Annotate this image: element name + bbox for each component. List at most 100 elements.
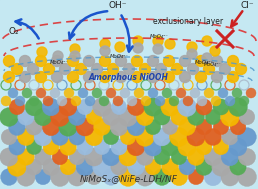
Circle shape xyxy=(26,119,42,135)
Circle shape xyxy=(211,96,221,106)
Circle shape xyxy=(85,96,95,106)
Circle shape xyxy=(221,108,239,126)
Circle shape xyxy=(212,56,222,67)
Circle shape xyxy=(52,149,68,165)
Circle shape xyxy=(111,139,127,155)
Circle shape xyxy=(111,99,127,115)
Circle shape xyxy=(238,148,256,166)
Circle shape xyxy=(145,119,161,135)
Circle shape xyxy=(26,139,42,155)
Circle shape xyxy=(132,71,142,83)
Circle shape xyxy=(92,64,102,74)
Circle shape xyxy=(197,96,207,106)
Circle shape xyxy=(1,129,17,145)
Circle shape xyxy=(180,56,190,67)
Circle shape xyxy=(236,64,246,74)
Circle shape xyxy=(229,138,247,156)
Circle shape xyxy=(154,169,170,185)
Circle shape xyxy=(179,119,196,136)
Circle shape xyxy=(172,64,182,74)
Circle shape xyxy=(196,159,212,175)
Circle shape xyxy=(132,56,142,67)
Circle shape xyxy=(204,168,222,186)
Circle shape xyxy=(156,64,166,74)
Circle shape xyxy=(4,56,14,67)
Circle shape xyxy=(1,96,11,106)
Circle shape xyxy=(111,159,127,175)
Text: MoO₄²⁻: MoO₄²⁻ xyxy=(204,61,222,67)
Circle shape xyxy=(36,88,46,98)
Circle shape xyxy=(205,109,221,125)
Circle shape xyxy=(133,43,143,53)
Circle shape xyxy=(187,42,197,52)
Circle shape xyxy=(52,129,68,145)
Circle shape xyxy=(35,169,51,185)
Circle shape xyxy=(238,168,256,186)
Circle shape xyxy=(196,99,212,115)
Circle shape xyxy=(113,96,123,106)
Circle shape xyxy=(60,159,76,175)
Circle shape xyxy=(110,118,128,136)
Circle shape xyxy=(68,168,86,186)
Circle shape xyxy=(57,96,67,106)
Circle shape xyxy=(162,88,172,98)
Circle shape xyxy=(127,138,145,156)
Circle shape xyxy=(144,138,162,156)
Circle shape xyxy=(136,128,154,146)
Circle shape xyxy=(141,96,151,106)
Circle shape xyxy=(212,158,230,176)
Circle shape xyxy=(51,168,69,187)
Circle shape xyxy=(34,108,52,126)
Circle shape xyxy=(86,109,102,125)
Circle shape xyxy=(100,56,110,67)
Circle shape xyxy=(119,148,137,166)
Circle shape xyxy=(221,148,239,166)
Circle shape xyxy=(43,159,59,175)
Circle shape xyxy=(161,98,179,116)
Circle shape xyxy=(1,169,17,185)
Circle shape xyxy=(153,44,163,54)
Circle shape xyxy=(239,109,255,125)
Circle shape xyxy=(25,98,43,116)
Circle shape xyxy=(171,109,187,125)
Circle shape xyxy=(120,129,136,145)
Circle shape xyxy=(70,44,80,54)
Circle shape xyxy=(230,119,246,135)
Circle shape xyxy=(85,148,103,166)
Circle shape xyxy=(155,96,165,106)
Circle shape xyxy=(22,88,32,98)
Circle shape xyxy=(145,159,161,175)
Circle shape xyxy=(183,96,193,106)
Circle shape xyxy=(136,149,154,165)
Circle shape xyxy=(202,53,212,63)
Text: exclusionary layer: exclusionary layer xyxy=(153,16,223,26)
Circle shape xyxy=(36,56,46,67)
Circle shape xyxy=(239,96,249,106)
Text: Cl⁻: Cl⁻ xyxy=(240,2,254,11)
Circle shape xyxy=(92,88,102,98)
Circle shape xyxy=(99,96,109,106)
Text: O₂: O₂ xyxy=(9,26,19,36)
Circle shape xyxy=(106,88,116,98)
Circle shape xyxy=(37,47,47,57)
Circle shape xyxy=(210,46,220,56)
Circle shape xyxy=(94,119,110,135)
Circle shape xyxy=(180,71,190,83)
Circle shape xyxy=(29,96,39,106)
Circle shape xyxy=(77,139,93,155)
Circle shape xyxy=(84,71,94,83)
Circle shape xyxy=(100,39,110,49)
Circle shape xyxy=(103,129,119,145)
Circle shape xyxy=(127,98,145,116)
Circle shape xyxy=(50,88,60,98)
Circle shape xyxy=(204,148,222,166)
Circle shape xyxy=(9,119,25,135)
Circle shape xyxy=(161,138,179,156)
Circle shape xyxy=(8,88,18,98)
Circle shape xyxy=(204,88,214,98)
Circle shape xyxy=(8,158,26,176)
Circle shape xyxy=(100,71,110,83)
Circle shape xyxy=(144,98,162,116)
Circle shape xyxy=(196,71,206,83)
Circle shape xyxy=(100,46,110,56)
